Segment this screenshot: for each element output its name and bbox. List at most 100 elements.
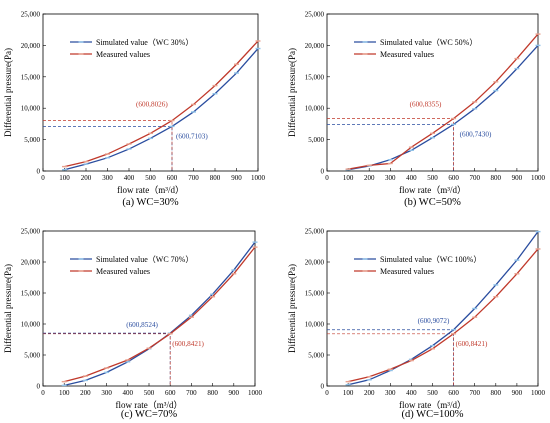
y-tick-label: 10,000 [21, 105, 41, 113]
chart-panel-1: 0 100 200 300 400 500 600 700 800 900 1000 0 5,000 10… [287, 11, 546, 209]
y-tick-label: 25,000 [305, 11, 325, 19]
legend-label: Simulated value（WC 50%） [380, 38, 477, 47]
y-tick-label: 20,000 [305, 259, 325, 267]
legend-label: Measured values [96, 50, 150, 59]
x-tick-label: 400 [124, 174, 135, 182]
reference-dash-line [43, 120, 173, 171]
reference-dash-line [327, 329, 454, 386]
y-tick-label: 10,000 [21, 321, 41, 329]
y-tick-label: 0 [37, 383, 41, 391]
series-line-simulated [347, 44, 539, 171]
chart-panel-0: 0 100 200 300 400 500 600 700 800 900 1000 0 5,000 10… [3, 11, 266, 209]
x-tick-label: 200 [364, 389, 375, 397]
series-line-measured [347, 248, 539, 383]
y-axis-title: Differential pressure(Pa) [3, 48, 13, 137]
y-axis-title: Differential pressure(Pa) [287, 48, 297, 137]
x-tick-label: 400 [406, 174, 417, 182]
x-axis-title: flow rate（m³/d） [116, 400, 183, 410]
y-tick-label: 15,000 [305, 73, 325, 81]
panel-caption: (d) WC=100% [401, 409, 463, 420]
reference-dash-line [327, 333, 454, 386]
x-tick-label: 800 [491, 389, 502, 397]
y-tick-label: 20,000 [21, 259, 41, 267]
series-line-measured [64, 246, 256, 383]
y-tick-label: 25,000 [21, 228, 41, 236]
chart-panel-2: 0 100 200 300 400 500 600 700 800 900 1000 0 5,000 10… [3, 228, 263, 421]
x-tick-label: 100 [59, 389, 70, 397]
x-tick-label: 400 [406, 389, 417, 397]
panel-caption: (a) WC=30% [122, 197, 178, 208]
y-tick-label: 5,000 [24, 136, 40, 144]
x-tick-label: 300 [101, 389, 112, 397]
x-tick-label: 600 [448, 174, 459, 182]
y-tick-label: 0 [37, 168, 41, 176]
x-tick-label: 0 [41, 389, 45, 397]
x-tick-label: 1000 [251, 174, 266, 182]
x-tick-label: 800 [491, 174, 502, 182]
x-tick-label: 100 [343, 174, 354, 182]
y-tick-label: 0 [321, 383, 325, 391]
y-tick-label: 5,000 [308, 136, 324, 144]
y-tick-label: 0 [321, 168, 325, 176]
x-tick-label: 700 [469, 389, 480, 397]
x-tick-label: 900 [512, 389, 523, 397]
x-tick-label: 0 [41, 174, 45, 182]
point-annotation: (600,8355) [410, 101, 442, 109]
x-tick-label: 0 [325, 174, 329, 182]
x-tick-label: 900 [512, 174, 523, 182]
point-annotation: (600,7103) [176, 132, 208, 140]
y-tick-label: 25,000 [305, 228, 325, 236]
x-axis-title: flow rate（m³/d） [399, 400, 466, 410]
panel-caption: (c) WC=70% [121, 409, 177, 420]
x-tick-label: 600 [167, 174, 178, 182]
point-annotation: (600,8421) [456, 340, 488, 348]
x-tick-label: 300 [102, 174, 113, 182]
legend-label: Measured values [380, 267, 434, 276]
point-annotation: (600,8421) [172, 340, 204, 348]
x-tick-label: 1000 [531, 174, 546, 182]
x-tick-label: 200 [81, 174, 92, 182]
x-tick-label: 300 [385, 389, 396, 397]
x-tick-label: 700 [188, 174, 199, 182]
y-axis-title: Differential pressure(Pa) [3, 264, 13, 353]
x-tick-label: 100 [343, 389, 354, 397]
legend-label: Measured values [96, 267, 150, 276]
y-tick-label: 10,000 [305, 321, 325, 329]
series-line-simulated [347, 231, 539, 386]
x-tick-label: 700 [469, 174, 480, 182]
y-tick-label: 15,000 [305, 290, 325, 298]
point-annotation: (600,9072) [418, 317, 450, 325]
y-tick-label: 15,000 [21, 290, 41, 298]
legend-label: Simulated value（WC 30%） [96, 38, 193, 47]
x-tick-label: 700 [186, 389, 197, 397]
x-tick-label: 600 [165, 389, 176, 397]
x-tick-label: 0 [325, 389, 329, 397]
x-tick-label: 300 [385, 174, 396, 182]
y-tick-label: 5,000 [24, 352, 40, 360]
y-tick-label: 10,000 [305, 105, 325, 113]
point-annotation: (600,7430) [460, 130, 492, 138]
y-tick-label: 20,000 [21, 42, 41, 50]
x-axis-title: flow rate（m³/d） [117, 185, 184, 195]
x-tick-label: 200 [80, 389, 91, 397]
series-line-measured [347, 33, 539, 170]
x-axis-title: flow rate（m³/d） [399, 185, 466, 195]
x-tick-label: 200 [364, 174, 375, 182]
x-tick-label: 600 [448, 389, 459, 397]
x-tick-label: 400 [123, 389, 134, 397]
x-tick-label: 900 [231, 174, 242, 182]
series-line-measured [64, 40, 259, 168]
point-annotation: (600,8524) [126, 321, 158, 329]
x-tick-label: 900 [229, 389, 240, 397]
x-tick-label: 800 [210, 174, 221, 182]
x-tick-label: 500 [427, 389, 438, 397]
y-axis-title: Differential pressure(Pa) [287, 264, 297, 353]
reference-dash-line [43, 333, 171, 386]
reference-dash-line [43, 126, 173, 171]
y-tick-label: 5,000 [308, 352, 324, 360]
legend-label: Simulated value（WC 70%） [96, 255, 193, 264]
reference-dash-line [43, 332, 171, 386]
y-tick-label: 25,000 [21, 11, 41, 19]
x-tick-label: 500 [427, 174, 438, 182]
